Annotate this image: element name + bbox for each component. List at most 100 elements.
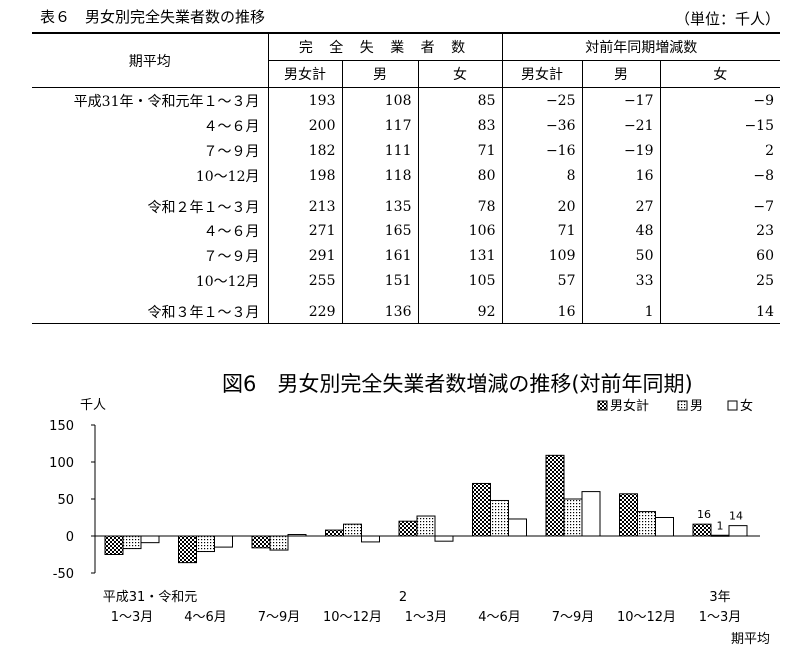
table-cell: 71 [501, 218, 582, 243]
table-cell: −36 [501, 113, 582, 138]
data-label: 14 [729, 510, 743, 523]
x-group-label: 平成31・令和元 [103, 590, 198, 605]
table-row: ４～６月 271 165 106 71 48 23 [32, 218, 780, 243]
unemployment-table: 期平均 完 全 失 業 者 数 対前年同期増減数 男女計男女男女計男女 平成31… [32, 32, 780, 324]
bar-男女計 [325, 529, 344, 537]
bar-男 [416, 515, 436, 537]
bar-男女計 [178, 535, 197, 564]
x-tick-label: 4～6月 [478, 610, 521, 625]
table-cell: 83 [417, 113, 502, 138]
table-cell: 229 [267, 293, 342, 324]
change-chart: 千人 150 100 50 0 -50 平成31・令和元 1～3月 4～6月 7～9月 10～12月… [49, 398, 770, 647]
table-title: 表６ 男女別完全失業者数の推移 [40, 8, 266, 26]
x-tick-label: 1～3月 [699, 610, 742, 625]
bar-男女計 [251, 535, 271, 549]
table-cell: 25 [659, 268, 780, 293]
y-axis-unit: 千人 [80, 398, 106, 413]
bar-男女計 [545, 454, 565, 537]
table-cell: 108 [341, 87, 418, 113]
x-tick-label: 1～3月 [405, 610, 448, 625]
x-tick-label: 4～6月 [184, 610, 227, 625]
bar-男女計 [619, 493, 638, 537]
table-cell: 78 [417, 188, 502, 218]
table-row: 10～12月 198 118 80 8 16 −8 [32, 163, 780, 188]
table-cell: −21 [581, 113, 660, 138]
legend-label: 男女計 [610, 398, 649, 414]
table-cell: −19 [581, 138, 660, 163]
table-row: 10～12月 255 151 105 57 33 25 [32, 268, 780, 293]
table-cell: 111 [341, 138, 418, 163]
bar-男 [490, 499, 509, 537]
x-group-label: 3年 [709, 590, 730, 605]
x-tick-label: 1～3月 [111, 610, 154, 625]
table-cell: 33 [581, 268, 660, 293]
column-header: 女 [659, 60, 780, 88]
y-tick-label: 0 [66, 530, 74, 545]
table-cell: 271 [267, 218, 342, 243]
legend-swatch [597, 400, 608, 411]
table-cell: 71 [417, 138, 502, 163]
table-cell: 92 [417, 293, 502, 324]
bar-男 [269, 535, 289, 551]
table-cell: 161 [341, 243, 418, 268]
table-cell: 16 [581, 163, 660, 188]
row-label: ４～６月 [203, 223, 260, 240]
bar-女 [434, 535, 454, 542]
table-cell: 85 [417, 87, 502, 113]
table-row: 平成31年・令和元年１～３月 193 108 85 −25 −17 −9 [32, 87, 780, 113]
bar-女 [140, 535, 160, 544]
row-label: ７～９月 [203, 143, 260, 160]
bar-女 [287, 534, 307, 537]
table-cell: 198 [267, 163, 342, 188]
table-cell: 131 [417, 243, 502, 268]
chart-title: 図6 男女別完全失業者数増減の推移(対前年同期) [222, 372, 693, 396]
data-label: 1 [717, 519, 724, 532]
row-label: 令和３年１～３月 [32, 293, 268, 324]
group-header-total: 完 全 失 業 者 数 [267, 33, 502, 61]
table-cell: 109 [501, 243, 582, 268]
bar-男女計 [398, 520, 418, 537]
table-cell: 14 [659, 293, 780, 324]
table-cell: −7 [659, 188, 780, 218]
column-header: 男女計 [267, 60, 342, 88]
table-cell: 50 [581, 243, 660, 268]
table-cell: 20 [501, 188, 582, 218]
bar-女 [728, 525, 748, 537]
table-cell: −16 [501, 138, 582, 163]
bar-男 [122, 535, 142, 550]
table-row: ７～９月 182 111 71 −16 −19 2 [32, 138, 780, 163]
table-cell: −9 [659, 87, 780, 113]
x-tick-label: 7～9月 [258, 610, 301, 625]
table-cell: −15 [659, 113, 780, 138]
bar-男女計 [104, 535, 124, 555]
legend-label: 男 [690, 399, 703, 414]
row-label: ７～９月 [203, 248, 260, 265]
column-header: 女 [417, 60, 502, 88]
legend-swatch [727, 400, 738, 411]
row-label: 令和２年１～３月 [147, 200, 260, 216]
table-row: ７～９月 291 161 131 109 50 60 [32, 243, 780, 268]
table-cell: 48 [581, 218, 660, 243]
bar-男女計 [692, 523, 712, 537]
group-header-change: 対前年同期増減数 [501, 33, 780, 61]
table-cell: 213 [267, 188, 342, 218]
table-row: 令和３年１～３月 229 136 92 16 1 14 [32, 293, 780, 324]
x-axis-title: 期平均 [731, 632, 770, 647]
table-cell: 80 [417, 163, 502, 188]
table-cell: −25 [501, 87, 582, 113]
table-cell: 151 [341, 268, 418, 293]
x-group-label: 2 [399, 590, 407, 605]
table-cell: 27 [581, 188, 660, 218]
table-cell: 16 [501, 293, 582, 324]
column-header: 男 [341, 60, 418, 88]
period-header: 期平均 [32, 33, 268, 88]
bar-女 [361, 535, 380, 543]
row-label: ４～６月 [203, 118, 260, 135]
table-cell: −17 [581, 87, 660, 113]
y-tick-label: -50 [53, 567, 74, 582]
column-header: 男 [581, 60, 660, 88]
bar-女 [508, 518, 527, 537]
table-cell: 255 [267, 268, 342, 293]
table-cell: 135 [341, 188, 418, 218]
table-cell: 60 [659, 243, 780, 268]
